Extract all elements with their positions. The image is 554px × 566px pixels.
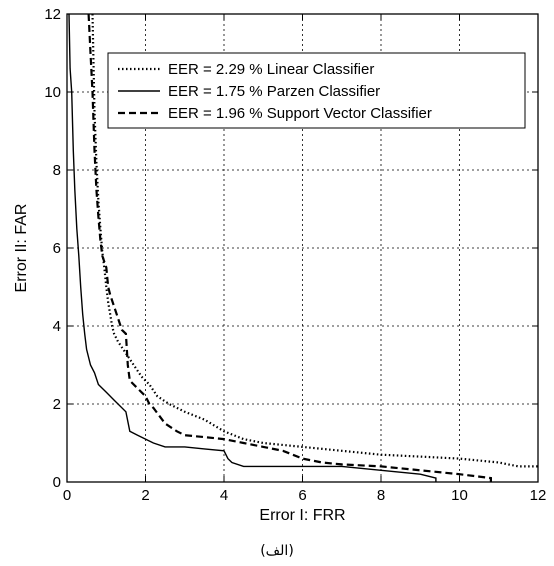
legend-label: EER = 2.29 % Linear Classifier: [168, 61, 374, 78]
x-axis-label: Error I: FRR: [259, 507, 345, 524]
x-tick-label: 2: [141, 487, 149, 504]
legend: EER = 2.29 % Linear Classifier EER = 1.75…: [107, 52, 526, 129]
x-tick-label: 6: [298, 487, 306, 504]
x-tick-label: 8: [377, 487, 385, 504]
series-line-dotted: [91, 13, 538, 468]
series-line-dashed: [87, 13, 492, 482]
x-tick-label: 10: [451, 487, 468, 504]
series-group: [68, 13, 538, 482]
y-tick-label: 8: [53, 162, 61, 179]
y-axis-label: Error II: FAR: [13, 204, 30, 293]
tick-group: 0 2 4 6 8 10 12 0 2 4 6 8 10 12: [44, 6, 546, 504]
x-tick-label: 12: [530, 487, 547, 504]
y-tick-label: 12: [44, 6, 61, 23]
series-line-solid: [68, 13, 437, 482]
figure-caption: (الف): [260, 543, 294, 559]
y-tick-label: 10: [44, 84, 61, 101]
y-tick-label: 2: [53, 396, 61, 413]
x-tick-label: 0: [63, 487, 71, 504]
x-tick-label: 4: [220, 487, 228, 504]
y-tick-label: 4: [53, 318, 61, 335]
legend-label: EER = 1.96 % Support Vector Classifier: [168, 105, 432, 122]
legend-box: [107, 52, 526, 129]
y-tick-label: 6: [53, 240, 61, 257]
legend-label: EER = 1.75 % Parzen Classifier: [168, 83, 380, 100]
y-tick-label: 0: [53, 474, 61, 491]
